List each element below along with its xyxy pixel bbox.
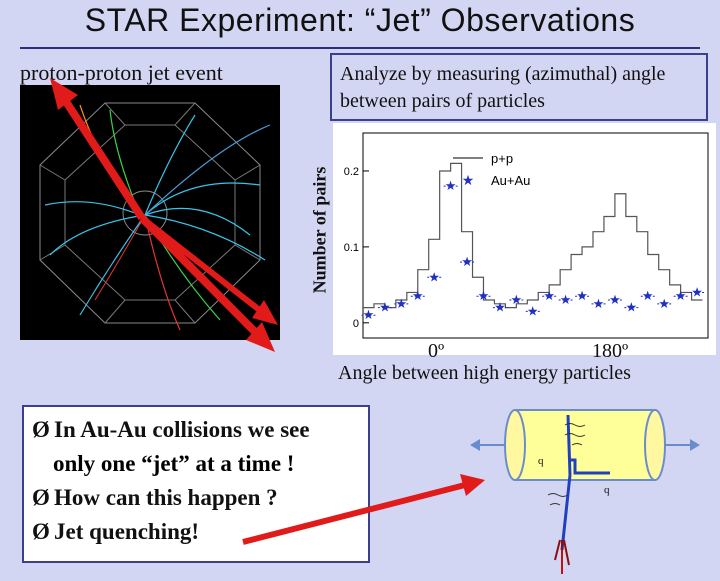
au-au-point: ★ — [675, 288, 687, 303]
bullet-box: Ø In Au-Au collisions we see only one “je… — [22, 405, 370, 563]
au-au-point: ★ — [593, 296, 605, 311]
au-au-point: ★ — [626, 300, 638, 315]
bullet-2: Ø How can this happen ? — [32, 481, 360, 515]
y-axis-label: Number of pairs — [309, 166, 330, 294]
x-axis-label: Angle between high energy particles — [338, 362, 631, 384]
slide-title: STAR Experiment: “Jet” Observations — [84, 2, 636, 38]
quenching-diagram-svg: q q — [470, 409, 700, 574]
au-au-point: ★ — [576, 288, 588, 303]
y-tick-label: 0.2 — [344, 166, 359, 178]
au-au-point: ★ — [658, 296, 670, 311]
legend-auau-swatch: ★ — [462, 174, 475, 189]
analyze-description: Analyze by measuring (azimuthal) angle b… — [330, 53, 708, 121]
au-au-point: ★ — [396, 296, 408, 311]
bullet-3: Ø Jet quenching! — [32, 515, 360, 549]
au-au-point: ★ — [461, 254, 473, 269]
correlation-chart: 0 0.1 0.2 ★ ★ ★ ★ ★ ★ ★ ★ ★ ★ ★ ★ ★ ★ ★ ★ ★ ★ ★ ★ ★ p+p ★ Au+Au — [333, 123, 716, 355]
bullet-arrow-icon: Ø — [32, 485, 50, 510]
series-pp-line — [363, 162, 703, 309]
event-label: proton-proton jet event — [20, 60, 223, 85]
y-tick-label: 0 — [353, 318, 359, 330]
legend-auau-label: Au+Au — [491, 173, 530, 188]
bullet-1-continued: only one “jet” at a time ! — [53, 451, 295, 476]
bullet-arrow-icon: Ø — [32, 519, 50, 544]
au-au-point: ★ — [527, 303, 539, 318]
au-au-point: ★ — [642, 288, 654, 303]
au-au-point: ★ — [478, 288, 490, 303]
event-display-svg — [39, 102, 271, 331]
au-au-point: ★ — [543, 288, 555, 303]
au-au-point: ★ — [691, 284, 703, 299]
quenching-diagram: q q — [470, 400, 710, 576]
au-au-point: ★ — [560, 292, 572, 307]
x-tick-0: 0º — [428, 340, 445, 362]
au-au-point: ★ — [511, 292, 523, 307]
highlight-text: only one “jet” at a time — [53, 451, 282, 476]
bullet-arrow-icon: Ø — [32, 417, 50, 442]
event-display — [20, 85, 280, 340]
au-au-point: ★ — [494, 300, 506, 315]
au-au-point: ★ — [412, 288, 424, 303]
quark-label-left: q — [538, 455, 544, 467]
plot-frame — [362, 132, 709, 339]
au-au-point: ★ — [609, 292, 621, 307]
legend-pp-label: p+p — [491, 151, 513, 166]
y-tick-label: 0.1 — [344, 242, 359, 254]
au-au-point: ★ — [428, 269, 440, 284]
quark-label-right: q — [604, 484, 610, 496]
au-au-point: ★ — [379, 300, 391, 315]
title-rule — [20, 47, 700, 49]
au-au-point: ★ — [363, 307, 375, 322]
au-au-point: ★ — [445, 178, 457, 193]
x-tick-180: 180º — [592, 340, 629, 362]
bullet-1: Ø In Au-Au collisions we see — [32, 413, 360, 447]
correlation-chart-svg: 0 0.1 0.2 ★ ★ ★ ★ ★ ★ ★ ★ ★ ★ ★ ★ ★ ★ ★ ★ ★ ★ ★ ★ ★ p+p ★ Au+Au — [344, 132, 709, 339]
